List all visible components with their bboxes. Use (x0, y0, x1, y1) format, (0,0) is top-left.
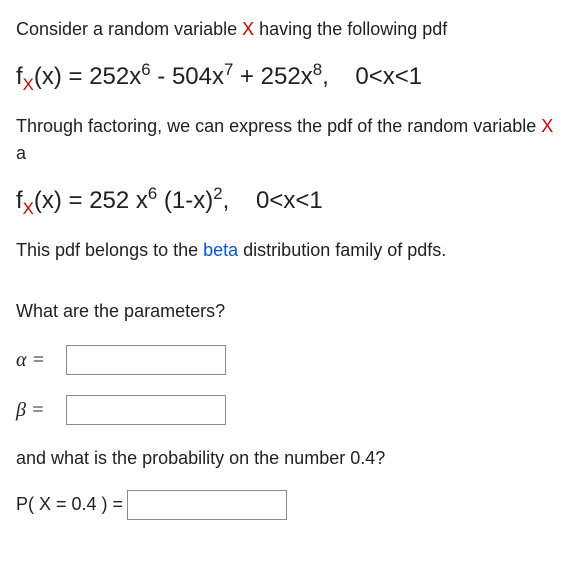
alpha-input[interactable] (66, 345, 226, 375)
alpha-row: α = (16, 345, 554, 375)
sub-x: X (23, 75, 34, 94)
intro-suffix: having the following pdf (254, 19, 447, 39)
family-suffix: distribution family of pdfs. (238, 240, 446, 260)
prob-row: P( X = 0.4 ) = (16, 490, 554, 520)
sub-x2: X (23, 199, 34, 218)
f2-p2: 2 (213, 184, 222, 203)
factor-var: X (541, 116, 553, 136)
fn-f2: f (16, 187, 23, 214)
prob-input[interactable] (127, 490, 287, 520)
intro-line: Consider a random variable X having the … (16, 16, 554, 43)
f2-domain: , 0<x<1 (223, 187, 323, 214)
f2-arg: (x) = 252 x (34, 187, 148, 214)
factor-line: Through factoring, we can express the pd… (16, 113, 554, 167)
intro-prefix: Consider a random variable (16, 19, 242, 39)
f1-p2: 7 (224, 60, 233, 79)
parameters-question: What are the parameters? (16, 298, 554, 325)
alpha-label: α = (16, 345, 60, 375)
f1-mid2: + 252x (233, 63, 312, 90)
fn-f: f (16, 63, 23, 90)
f1-p3: 8 (313, 60, 322, 79)
prob-label: P( X = 0.4 ) = (16, 491, 123, 518)
beta-input[interactable] (66, 395, 226, 425)
beta-term: beta (203, 240, 238, 260)
f1-arg: (x) = 252x (34, 63, 141, 90)
beta-row: β = (16, 395, 554, 425)
factor-suffix: a (16, 143, 26, 163)
f1-mid1: - 504x (151, 63, 224, 90)
family-line: This pdf belongs to the beta distributio… (16, 237, 554, 264)
intro-var: X (242, 19, 254, 39)
f1-p1: 6 (141, 60, 150, 79)
beta-label: β = (16, 395, 60, 425)
f1-domain: , 0<x<1 (322, 63, 422, 90)
pdf-formula-expanded: fX(x) = 252x6 - 504x7 + 252x8, 0<x<1 (16, 57, 554, 97)
pdf-formula-factored: fX(x) = 252 x6 (1-x)2, 0<x<1 (16, 181, 554, 221)
f2-p1: 6 (148, 184, 157, 203)
prob-question: and what is the probability on the numbe… (16, 445, 554, 472)
factor-prefix: Through factoring, we can express the pd… (16, 116, 541, 136)
f2-mid: (1-x) (157, 187, 213, 214)
family-prefix: This pdf belongs to the (16, 240, 203, 260)
